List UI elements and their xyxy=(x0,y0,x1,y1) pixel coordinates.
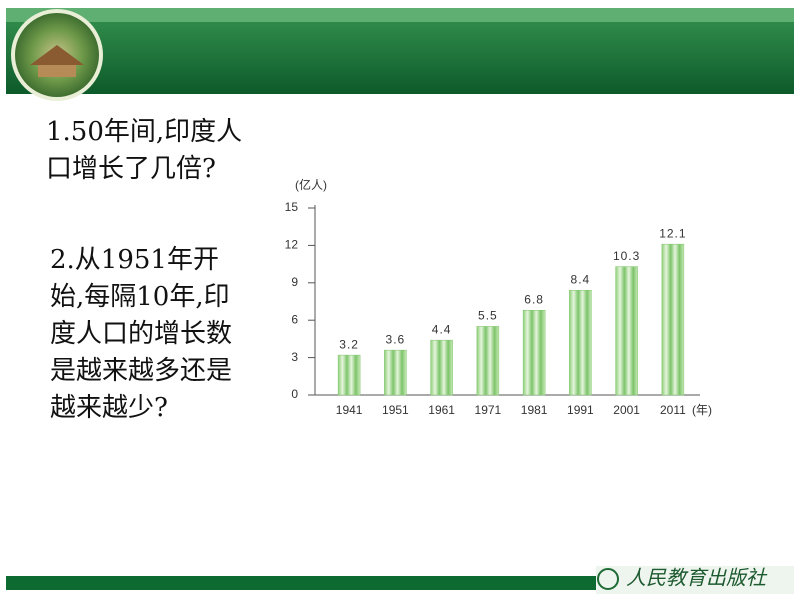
x-tick-label: 1961 xyxy=(428,403,455,417)
y-tick-label: 6 xyxy=(291,312,298,326)
value-label: 3.6 xyxy=(386,332,406,346)
x-tick-label: 1981 xyxy=(521,403,548,417)
value-label: 12.1 xyxy=(659,226,686,240)
footer-logo-area xyxy=(596,566,794,594)
hut-roof xyxy=(30,45,84,65)
y-axis-label: (亿人) xyxy=(295,177,327,192)
publisher: 人民教育出版社 xyxy=(626,567,768,589)
y-tick-label: 0 xyxy=(291,387,298,401)
x-tick-label: 2001 xyxy=(613,403,640,417)
header-stripe xyxy=(6,8,794,22)
bar xyxy=(337,354,361,396)
value-label: 5.5 xyxy=(478,309,498,323)
value-label: 10.3 xyxy=(613,249,640,263)
logo-mark xyxy=(597,568,619,590)
hut-wall xyxy=(38,65,76,77)
value-label: 6.8 xyxy=(524,292,544,306)
bar xyxy=(661,243,685,396)
bar xyxy=(569,290,592,396)
bar xyxy=(476,326,500,396)
x-tick-label: 2011 xyxy=(660,403,686,417)
value-label: 3.2 xyxy=(339,337,359,351)
x-tick-label: 1991 xyxy=(567,403,594,417)
x-tick-label: 1951 xyxy=(382,403,409,417)
value-label: 4.4 xyxy=(432,322,452,336)
bar xyxy=(384,349,407,396)
y-tick-label: 15 xyxy=(285,200,299,214)
footer-band xyxy=(6,576,596,590)
question-2: 2.从1951年开始,每隔10年,印度人口的增长数是越来越多还是越来越少? xyxy=(50,245,233,423)
x-axis-label: (年) xyxy=(692,403,712,417)
bar xyxy=(615,266,638,396)
y-tick-label: 3 xyxy=(291,350,298,364)
y-tick-label: 9 xyxy=(291,275,298,289)
x-tick-label: 1971 xyxy=(475,403,502,417)
value-label: 8.4 xyxy=(571,272,591,286)
x-tick-label: 1941 xyxy=(336,403,363,417)
question-1: 1.50年间,印度人口增长了几倍? xyxy=(46,117,243,184)
header-band xyxy=(6,22,794,94)
bar xyxy=(430,339,453,396)
y-tick-label: 12 xyxy=(285,238,299,252)
bar xyxy=(522,309,546,396)
